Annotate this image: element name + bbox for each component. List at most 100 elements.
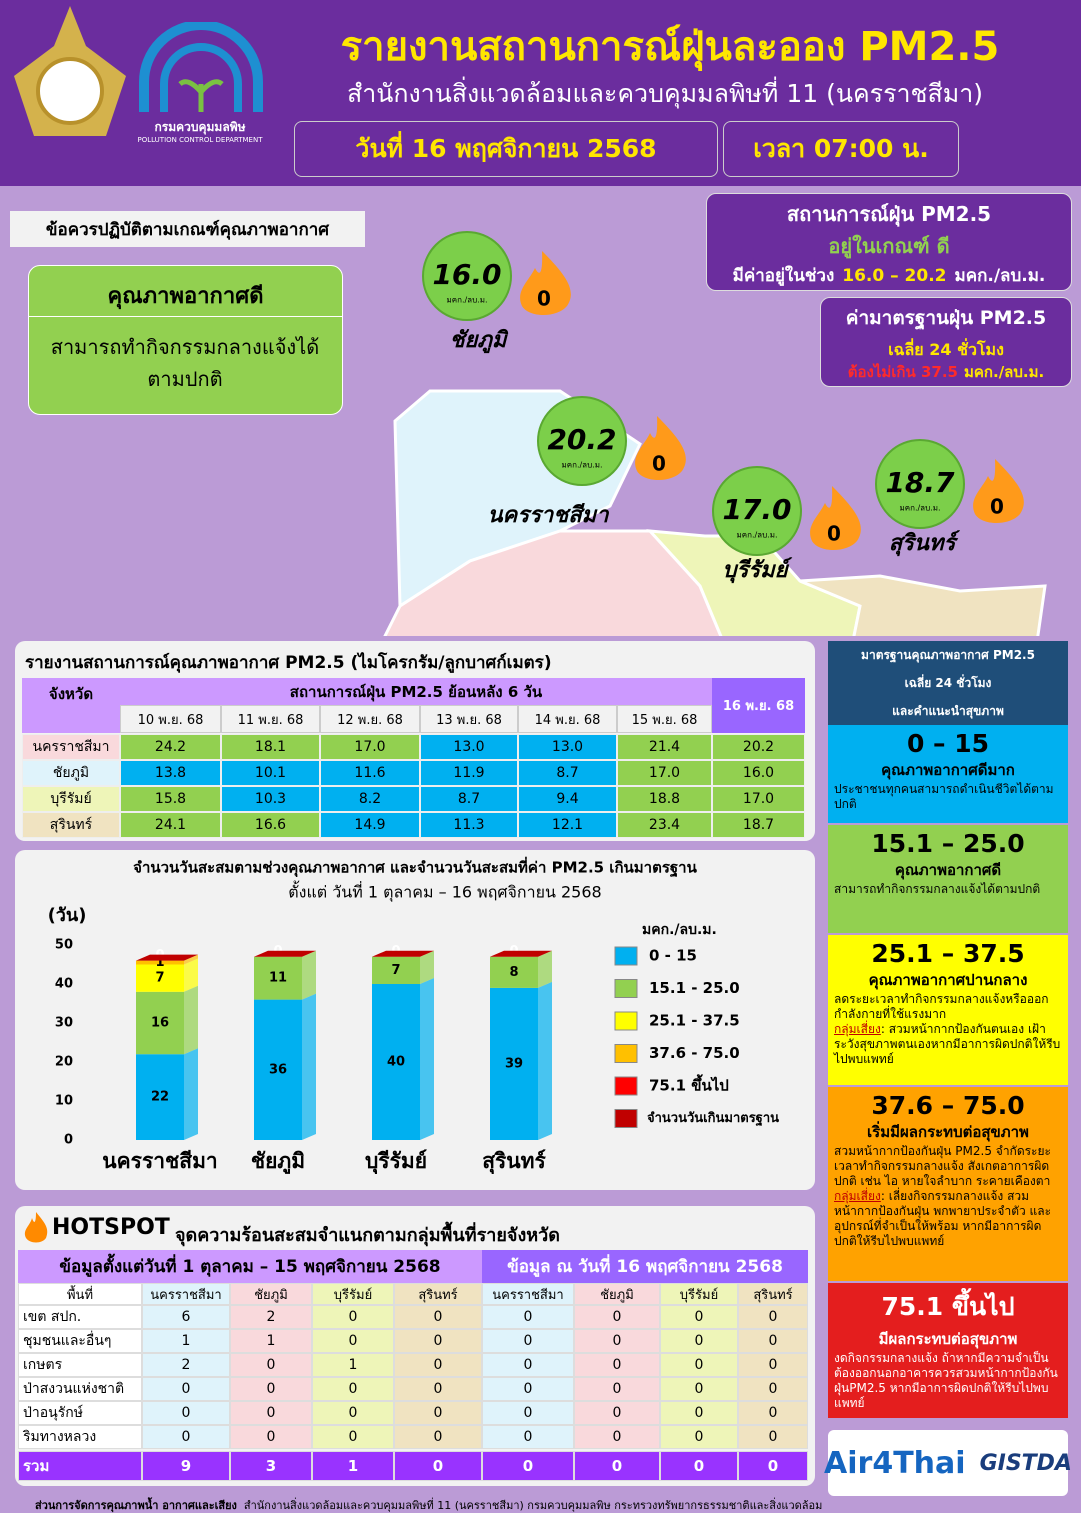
pm-cell: 24.1 <box>120 812 221 838</box>
pm-value: 16.0 <box>432 258 501 291</box>
footer-unit: ส่วนการจัดการคุณภาพน้ำ อากาศและเสียง <box>35 1499 237 1512</box>
flame-icon <box>24 1212 48 1243</box>
total-cell: 0 <box>660 1451 738 1481</box>
pm-cell: 18.8 <box>617 786 712 812</box>
advice-card <box>28 265 343 415</box>
date-header: 11 พ.ย. 68 <box>221 705 320 733</box>
hotspot-cell: 0 <box>574 1305 660 1329</box>
level-card: 37.6 – 75.0 เริ่มมีผลกระทบต่อสุขภาพสวมหน้… <box>828 1087 1068 1281</box>
period-header: ข้อมูล ณ วันที่ 16 พฤศจิกายน 2568 <box>482 1250 808 1283</box>
pm-cell: 20.2 <box>712 734 805 760</box>
pm-cell: 21.4 <box>617 734 712 760</box>
total-cell: 3 <box>230 1451 312 1481</box>
pm-cell: 15.8 <box>120 786 221 812</box>
risk-text: : สวมหน้ากากป้องกันตนเอง เฝ้าระวังสุขภาพ… <box>834 1022 1061 1066</box>
legend-swatch <box>614 1044 638 1063</box>
total-cell: 0 <box>482 1451 574 1481</box>
level-advice: ประชาชนทุกคนสามารถดำเนินชีวิตได้ตามปกติ <box>834 782 1054 811</box>
bar-label: 11 <box>269 971 287 986</box>
level-name: คุณภาพอากาศดีมาก <box>881 761 1015 779</box>
dept-en: POLLUTION CONTROL DEPARTMENT <box>137 136 263 144</box>
level-range: 25.1 – 37.5 <box>871 939 1025 968</box>
y-tick-label: 50 <box>55 938 73 953</box>
province-header: จังหวัด <box>22 678 120 733</box>
hotspot-cell: 0 <box>738 1377 808 1401</box>
chart: จำนวนวันสะสมตามช่วงคุณภาพอากาศ และจำนวนว… <box>48 857 780 1176</box>
date-header: 16 พ.ย. 68 <box>712 678 805 733</box>
area-cell: เขต สปก. <box>18 1305 142 1329</box>
level-name: เริ่มมีผลกระทบต่อสุขภาพ <box>867 1123 1029 1141</box>
unit: มคก./ลบ.ม. <box>899 504 940 513</box>
level-risk: กลุ่มเสี่ยง: เลี่ยงกิจกรรมกลางแจ้ง สวมหน… <box>834 1189 1062 1249</box>
bar-segment <box>254 999 302 1140</box>
level-range: 0 – 15 <box>906 729 990 758</box>
bar-side <box>302 950 316 1000</box>
hotspot-cell: 0 <box>312 1425 394 1449</box>
bar-segment <box>490 987 538 1140</box>
advice-text: สามารถทำกิจกรรมกลางแจ้งได้ตามปกติ <box>50 334 320 391</box>
level-card: 25.1 – 37.5 คุณภาพอากาศปานกลาง ลดระยะเวลาท… <box>828 935 1068 1085</box>
bar-label: 22 <box>151 1090 169 1105</box>
standard-box <box>820 297 1072 387</box>
hotspot-count: 0 <box>537 287 551 311</box>
bar-segment <box>136 960 184 965</box>
hotspot-cell: 0 <box>574 1425 660 1449</box>
hotspot-count: 0 <box>827 522 841 546</box>
value-badge <box>422 231 512 321</box>
bar-side <box>184 954 198 965</box>
level-range: 15.1 – 25.0 <box>871 829 1025 858</box>
legend-swatch <box>614 1011 638 1031</box>
limit: ต้องไม่เกิน 37.5 <box>847 363 958 381</box>
bar-label: 8 <box>509 965 518 980</box>
air4thai-logo: Air4Thai <box>824 1445 966 1481</box>
hotspot-cell: 2 <box>142 1353 230 1377</box>
bar-segment <box>490 956 538 988</box>
province-cell: ชัยภูมิ <box>22 760 120 786</box>
level-name: คุณภาพอากาศดี <box>894 861 1002 879</box>
x-tick-label: นครราชสีมา <box>102 1149 217 1173</box>
map: 16.0 มคก./ลบ.ม. 0 ชัยภูมิ 20.2 มคก./ลบ.ม. 0 นคร… <box>383 231 1047 636</box>
hotspot-cell: 0 <box>394 1425 482 1449</box>
hotspot-cell: 0 <box>394 1377 482 1401</box>
hotspot-cell: 0 <box>738 1425 808 1449</box>
level-range: 37.6 – 75.0 <box>871 1091 1025 1120</box>
pm-cell: 8.7 <box>420 786 518 812</box>
total-cell: 0 <box>394 1451 482 1481</box>
x-tick-label: ชัยภูมิ <box>251 1149 305 1175</box>
value-badge <box>537 396 627 486</box>
x-tick-label: บุรีรัมย์ <box>365 1149 427 1175</box>
hotspot-cell: 1 <box>230 1329 312 1353</box>
province-header: บุรีรัมย์ <box>660 1283 738 1305</box>
hotspot-subtitle: จุดความร้อนสะสมจำแนกตามกลุ่มพื้นที่รายจั… <box>175 1225 560 1246</box>
pm-value: 20.2 <box>547 423 616 456</box>
standard-title: ค่ามาตรฐานฝุ่น PM2.5 <box>845 307 1047 329</box>
risk-label: กลุ่มเสี่ยง <box>834 1022 881 1036</box>
area-cell: เกษตร <box>18 1353 142 1377</box>
legend-title: มคก./ลบ.ม. <box>642 922 717 938</box>
area-cell: ริมทางหลวง <box>18 1425 142 1449</box>
bar-label: 36 <box>269 1062 287 1077</box>
time: เวลา 07:00 น. <box>723 121 959 177</box>
gistda-logo: GISTDA <box>979 1450 1072 1476</box>
total-cell: 1 <box>312 1451 394 1481</box>
bar-side <box>302 993 316 1140</box>
hotspot-title: HOTSPOT <box>52 1215 170 1240</box>
bar-label: 7 <box>391 963 400 978</box>
hotspot-cell: 0 <box>738 1305 808 1329</box>
bar-top <box>490 950 552 957</box>
pcd-logo <box>139 22 263 112</box>
status-title: สถานการณ์ฝุ่น PM2.5 <box>786 202 992 226</box>
risk-text: : เลี่ยงกิจกรรมกลางแจ้ง สวมหน้ากากป้องกั… <box>834 1189 1052 1248</box>
pm-cell: 11.3 <box>420 812 518 838</box>
pm-cell: 9.4 <box>518 786 617 812</box>
hotspot-cell: 1 <box>312 1353 394 1377</box>
level-advice: สวมหน้ากากป้องกันฝุ่น PM2.5 จำกัดระยะเวล… <box>834 1144 1051 1188</box>
total-cell: 9 <box>142 1451 230 1481</box>
pm-value: 18.7 <box>885 466 955 499</box>
total-label: รวม <box>18 1451 142 1481</box>
dept-th: กรมควบคุมมลพิษ <box>154 120 246 134</box>
province-name: ชัยภูมิ <box>450 328 509 354</box>
hotspot-count: 0 <box>652 452 666 476</box>
bar-segment <box>372 956 420 984</box>
province-header: นครราชสีมา <box>482 1283 574 1305</box>
